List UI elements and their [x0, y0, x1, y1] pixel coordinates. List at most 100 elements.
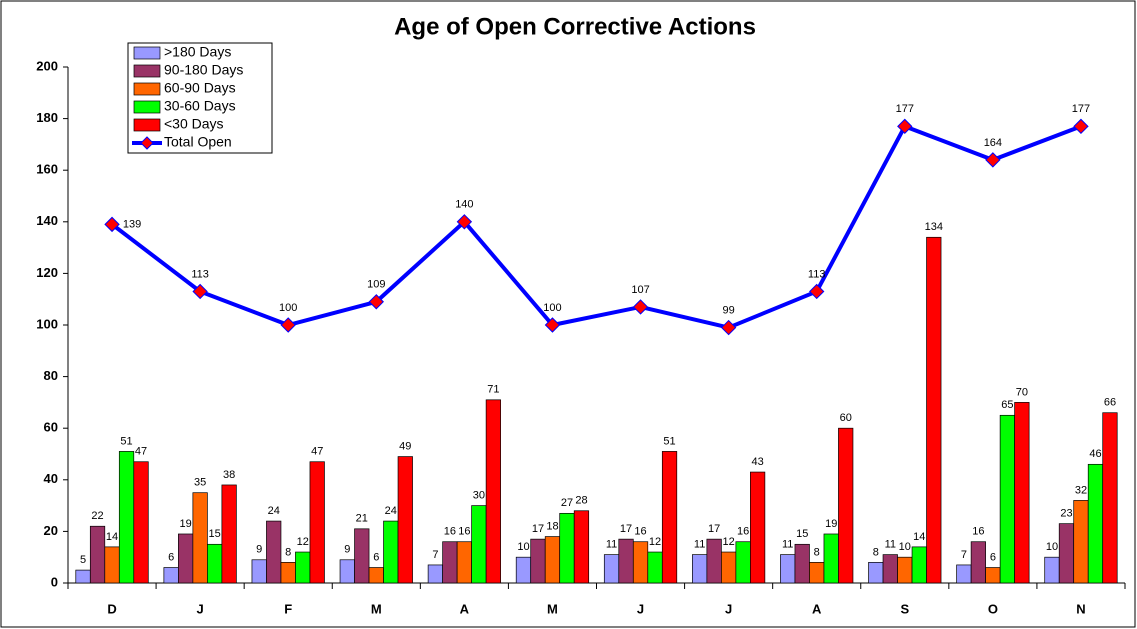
legend-swatch [133, 82, 161, 96]
data-label: 19 [180, 518, 192, 530]
legend-label: 30-60 Days [164, 98, 236, 114]
data-label: 27 [561, 497, 573, 509]
y-tick-label: 120 [36, 265, 58, 280]
bar [456, 541, 472, 584]
data-label: 9 [256, 544, 262, 556]
bar [207, 543, 223, 584]
data-label: 177 [896, 103, 914, 115]
data-label: 134 [925, 221, 943, 233]
legend-marker [140, 136, 154, 150]
bar [632, 541, 649, 584]
x-tick-label: F [284, 601, 292, 616]
legend-swatch [133, 46, 161, 60]
bar [1014, 402, 1030, 584]
data-label: 22 [91, 510, 103, 522]
bar [427, 564, 443, 584]
data-label: 140 [455, 199, 473, 211]
data-label: 107 [631, 284, 649, 296]
bar [1058, 523, 1075, 584]
data-label: 139 [123, 218, 141, 230]
x-tick-label: S [900, 601, 909, 616]
line-marker [456, 214, 473, 230]
line-marker [544, 317, 561, 333]
bar [442, 541, 458, 584]
x-tick-label: J [725, 601, 732, 616]
data-label: 17 [532, 523, 544, 535]
bar [999, 414, 1015, 584]
data-label: 21 [356, 513, 368, 525]
bar [559, 512, 575, 584]
bar [780, 554, 796, 584]
x-tick-label: J [197, 601, 204, 616]
bar [192, 492, 208, 584]
bar [823, 533, 839, 584]
bar [1044, 556, 1060, 584]
y-tick-label: 160 [36, 162, 58, 177]
bar [104, 546, 120, 584]
bar [970, 541, 986, 584]
legend-label: <30 Days [164, 116, 224, 132]
bar [251, 559, 267, 584]
data-label: 99 [723, 304, 735, 316]
legend-label: 60-90 Days [164, 80, 236, 96]
data-label: 10 [899, 541, 911, 553]
legend-label: >180 Days [164, 44, 231, 60]
data-label: 7 [961, 549, 967, 561]
data-label: 6 [168, 551, 174, 563]
line-marker [632, 299, 649, 315]
bar [721, 551, 737, 584]
data-label: 70 [1016, 386, 1028, 398]
data-label: 7 [432, 549, 438, 561]
data-label: 28 [575, 495, 587, 507]
bar [838, 427, 854, 584]
legend-swatch [133, 64, 161, 78]
data-label: 6 [373, 551, 379, 563]
bar [530, 538, 546, 584]
bar [750, 471, 766, 584]
data-label: 47 [135, 446, 147, 458]
y-tick-label: 60 [44, 420, 58, 435]
x-tick-label: N [1076, 601, 1085, 616]
line-marker [192, 283, 208, 300]
x-tick-label: O [988, 601, 998, 616]
data-label: 17 [708, 523, 720, 535]
data-label: 12 [649, 536, 661, 548]
data-label: 46 [1089, 448, 1101, 460]
data-label: 11 [782, 539, 793, 551]
bar [735, 541, 751, 584]
data-label: 109 [367, 279, 385, 291]
bar [89, 525, 106, 584]
y-tick-label: 100 [36, 316, 58, 331]
data-label: 66 [1104, 397, 1116, 409]
bar [618, 538, 634, 584]
data-label: 16 [458, 526, 470, 538]
bar [295, 551, 311, 584]
data-label: 6 [990, 551, 996, 563]
data-label: 51 [663, 435, 675, 447]
line-marker [368, 294, 384, 310]
bar [882, 554, 898, 584]
data-label: 38 [223, 469, 235, 481]
data-label: 18 [546, 520, 558, 532]
data-label: 100 [279, 302, 297, 314]
bar [309, 461, 325, 584]
data-label: 113 [808, 268, 826, 280]
x-tick-label: A [460, 601, 470, 616]
data-label: 177 [1072, 103, 1090, 115]
line [110, 123, 1082, 330]
bar [178, 533, 194, 584]
bar [647, 551, 663, 584]
data-label: 12 [723, 536, 735, 548]
line-marker [897, 118, 913, 135]
data-label: 23 [1060, 508, 1072, 520]
chart-title: Age of Open Corrective Actions [394, 13, 756, 40]
bar [163, 567, 179, 584]
y-tick-label: 200 [36, 58, 58, 73]
data-label: 24 [385, 505, 397, 517]
data-label: 65 [1001, 399, 1013, 411]
line-marker [1073, 118, 1089, 135]
data-label: 11 [694, 539, 705, 551]
bar [911, 546, 927, 584]
y-tick-label: 40 [44, 471, 58, 486]
